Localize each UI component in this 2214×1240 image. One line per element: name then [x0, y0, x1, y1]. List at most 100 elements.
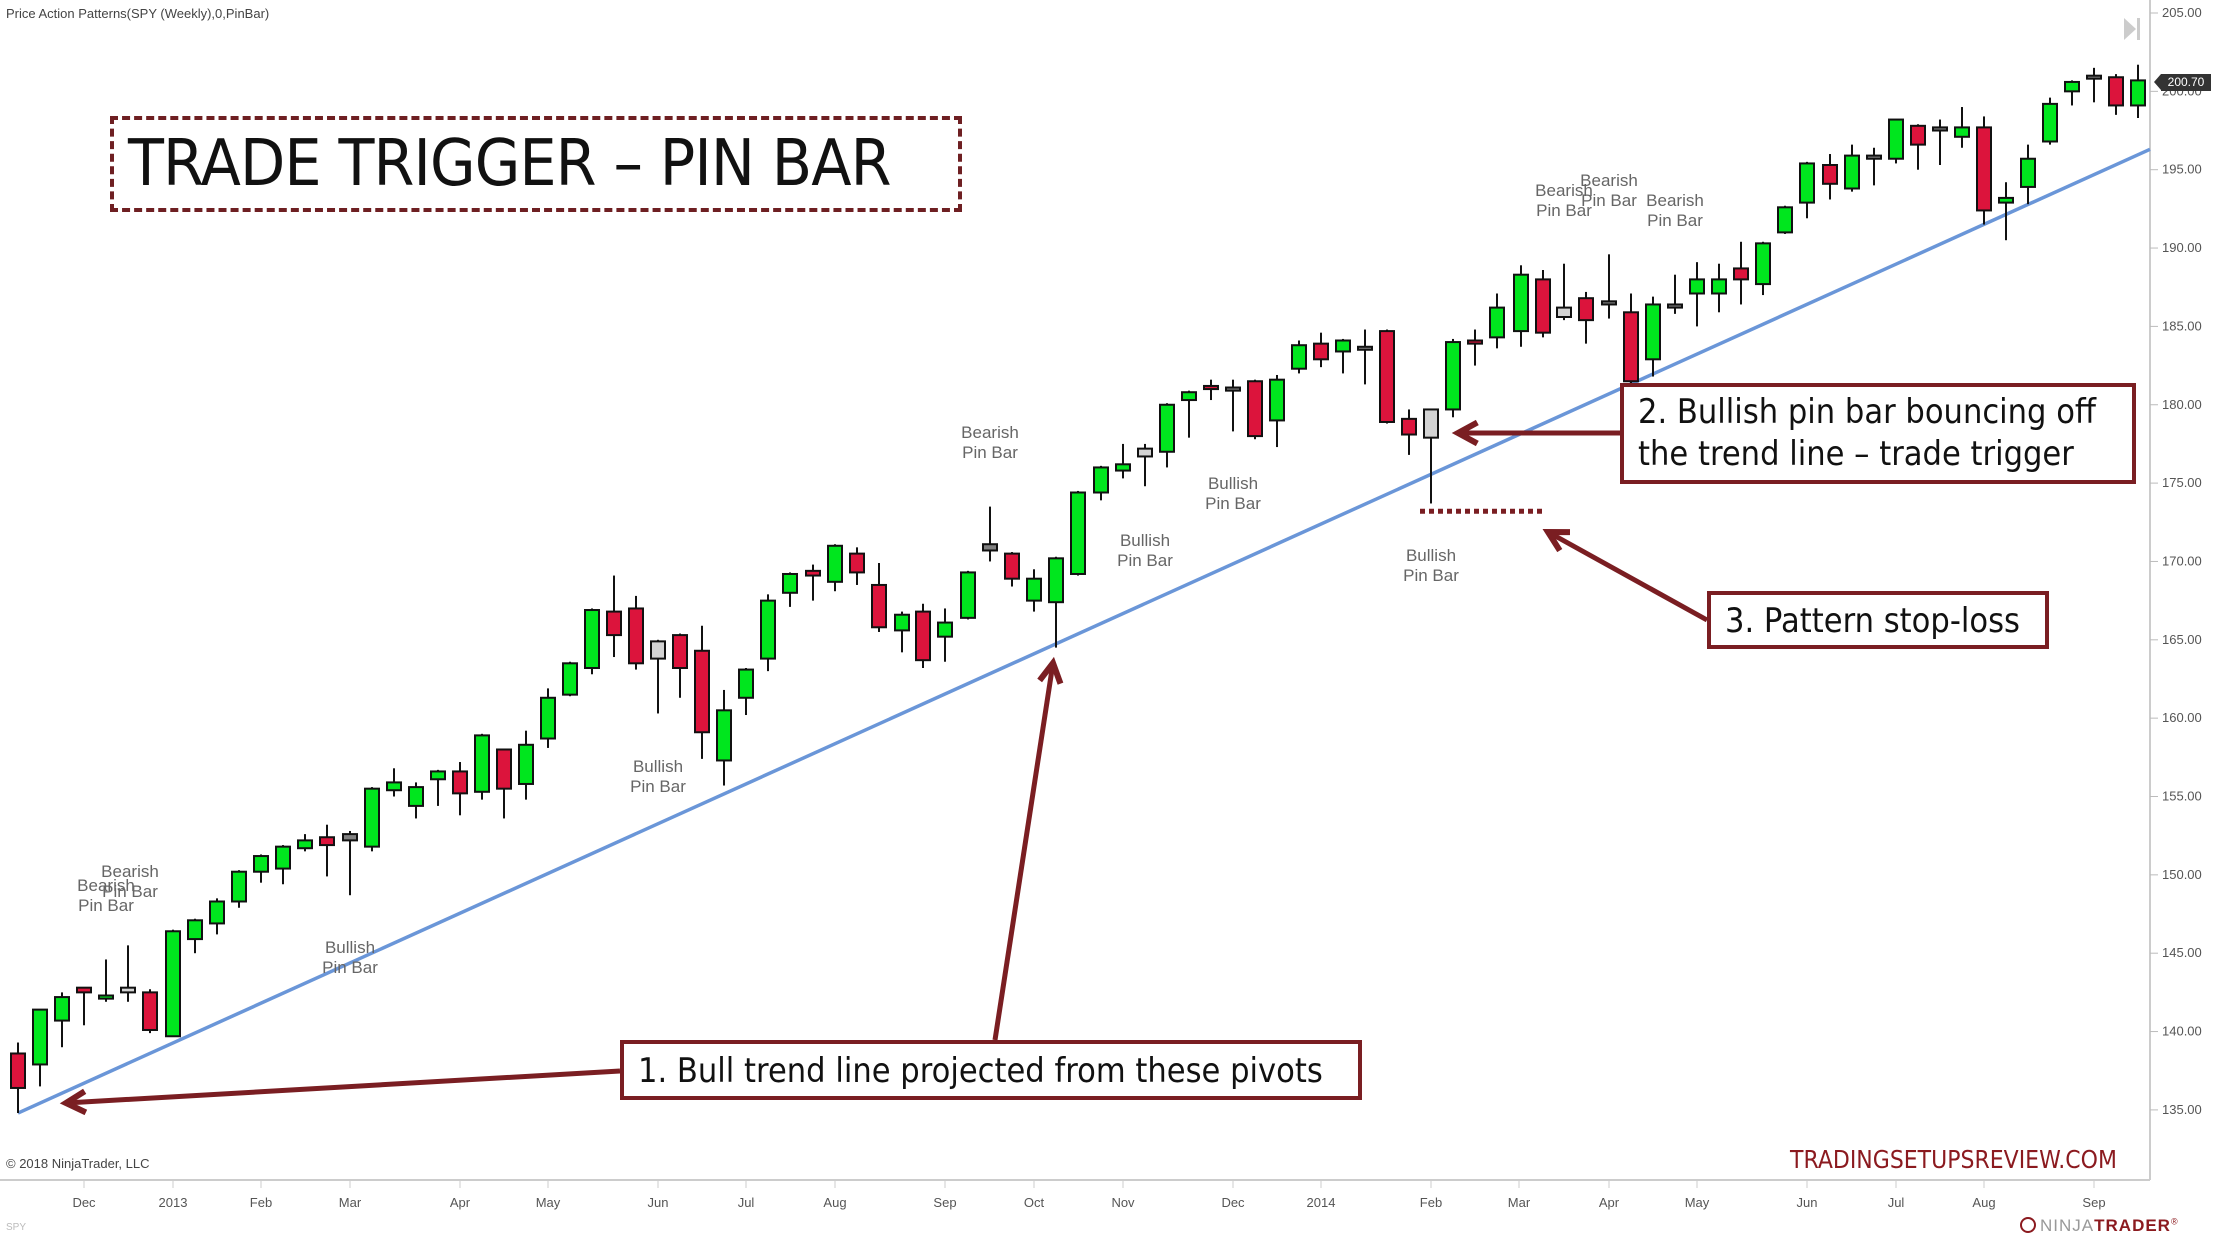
candle — [1026, 569, 1042, 612]
candle — [1888, 118, 1904, 164]
title-box: TRADE TRIGGER – PIN BAR — [110, 116, 962, 212]
trend-line — [17, 147, 2151, 1115]
pin-bar-label: Bullish Pin Bar — [1205, 474, 1261, 513]
candle — [1623, 293, 1639, 385]
candle — [165, 929, 181, 1038]
annotation-arrows — [59, 419, 1709, 1116]
candle — [430, 769, 446, 806]
candle — [805, 564, 821, 601]
candle — [1844, 144, 1860, 192]
bull-trend-line — [17, 147, 2151, 1115]
y-tick-label: 170.00 — [2162, 553, 2202, 568]
arrow-to-pivot-1 — [65, 1068, 621, 1106]
candle — [98, 959, 114, 1002]
callout-2-line1: 2. Bullish pin bar bouncing off — [1638, 392, 2097, 432]
x-tick-label: Jun — [648, 1195, 669, 1210]
candle — [1711, 263, 1727, 313]
candle — [364, 787, 380, 852]
candle — [2042, 97, 2058, 145]
y-tick-label: 145.00 — [2162, 945, 2202, 960]
y-tick-label: 140.00 — [2162, 1024, 2202, 1039]
x-tick-label: Feb — [250, 1195, 272, 1210]
candle — [187, 918, 203, 954]
skip-to-end-icon[interactable] — [2122, 14, 2142, 44]
candle — [386, 768, 402, 797]
candle — [1357, 329, 1373, 385]
candle — [2020, 144, 2036, 205]
x-tick-label: Apr — [450, 1195, 471, 1210]
x-tick-label: Jun — [1797, 1195, 1818, 1210]
candle — [231, 870, 247, 908]
candle — [915, 603, 931, 669]
candle — [628, 595, 644, 670]
candle — [1401, 409, 1417, 455]
y-tick-label: 160.00 — [2162, 710, 2202, 725]
y-tick-label: 155.00 — [2162, 789, 2202, 804]
candle — [1866, 147, 1882, 186]
candle — [606, 575, 622, 658]
ninjatrader-logo-icon — [2020, 1217, 2036, 1233]
pin-bar-label: Bullish Pin Bar — [1117, 531, 1173, 570]
candle — [1137, 443, 1153, 487]
candle — [894, 611, 910, 653]
candle — [1645, 296, 1661, 377]
candle — [782, 572, 798, 607]
candle — [1269, 374, 1285, 448]
candle — [32, 1008, 48, 1087]
x-tick-label: Apr — [1599, 1195, 1620, 1210]
candle — [1822, 154, 1838, 200]
candle — [738, 668, 754, 716]
callout-3-text: 3. Pattern stop-loss — [1725, 601, 2020, 641]
callout-trade-trigger: 2. Bullish pin bar bouncing off the tren… — [1620, 383, 2136, 484]
candle — [562, 661, 578, 697]
x-tick-label: Aug — [823, 1195, 846, 1210]
candle — [474, 733, 490, 800]
chart-title: TRADE TRIGGER – PIN BAR — [128, 127, 891, 201]
candle — [1225, 379, 1241, 432]
candle — [1247, 379, 1263, 440]
candle — [518, 730, 534, 800]
x-tick-label: Dec — [72, 1195, 96, 1210]
x-tick-label: Sep — [933, 1195, 956, 1210]
x-tick-label: Dec — [1221, 1195, 1245, 1210]
candle — [760, 594, 776, 672]
y-tick-label: 205.00 — [2162, 5, 2202, 20]
x-tick-label: Aug — [1972, 1195, 1995, 1210]
candle — [2086, 67, 2102, 103]
x-tick-label: Jul — [738, 1195, 755, 1210]
x-tick-label: Mar — [1508, 1195, 1531, 1210]
watermark: TRADINGSETUPSREVIEW.COM — [1790, 1145, 2117, 1174]
candle — [2064, 80, 2080, 106]
candle — [1093, 465, 1109, 501]
y-tick-label: 150.00 — [2162, 867, 2202, 882]
candle — [1379, 329, 1395, 424]
arrow-to-pivot-1-head — [59, 1088, 88, 1116]
callout-1-text: 1. Bull trend line projected from these … — [638, 1051, 1323, 1091]
candle — [76, 986, 92, 1026]
candle — [2108, 74, 2124, 115]
candle — [452, 762, 468, 816]
candle — [2130, 64, 2146, 118]
candle — [1755, 241, 1771, 296]
candle — [1601, 254, 1617, 319]
candle — [982, 506, 998, 562]
y-tick-label: 165.00 — [2162, 632, 2202, 647]
candle — [1115, 443, 1131, 479]
pin-bar-label: Bearish Pin Bar — [961, 423, 1019, 462]
candles — [10, 64, 2146, 1114]
candle — [408, 782, 424, 819]
x-tick-label: Sep — [2082, 1195, 2105, 1210]
candle — [496, 748, 512, 819]
candle — [275, 845, 291, 885]
candle — [1048, 556, 1064, 648]
candle — [1313, 332, 1329, 368]
pin-bar-label: Bearish Pin Bar — [1646, 191, 1704, 230]
candle — [297, 834, 313, 852]
callout-2-line2: the trend line – trade trigger — [1638, 434, 2074, 474]
pin-bar-label: Bearish Pin Bar — [101, 862, 159, 901]
candle — [716, 689, 732, 786]
callout-stop-loss: 3. Pattern stop-loss — [1707, 591, 2049, 649]
candle — [650, 639, 666, 714]
arrow-to-stop-loss-head — [1542, 528, 1571, 553]
